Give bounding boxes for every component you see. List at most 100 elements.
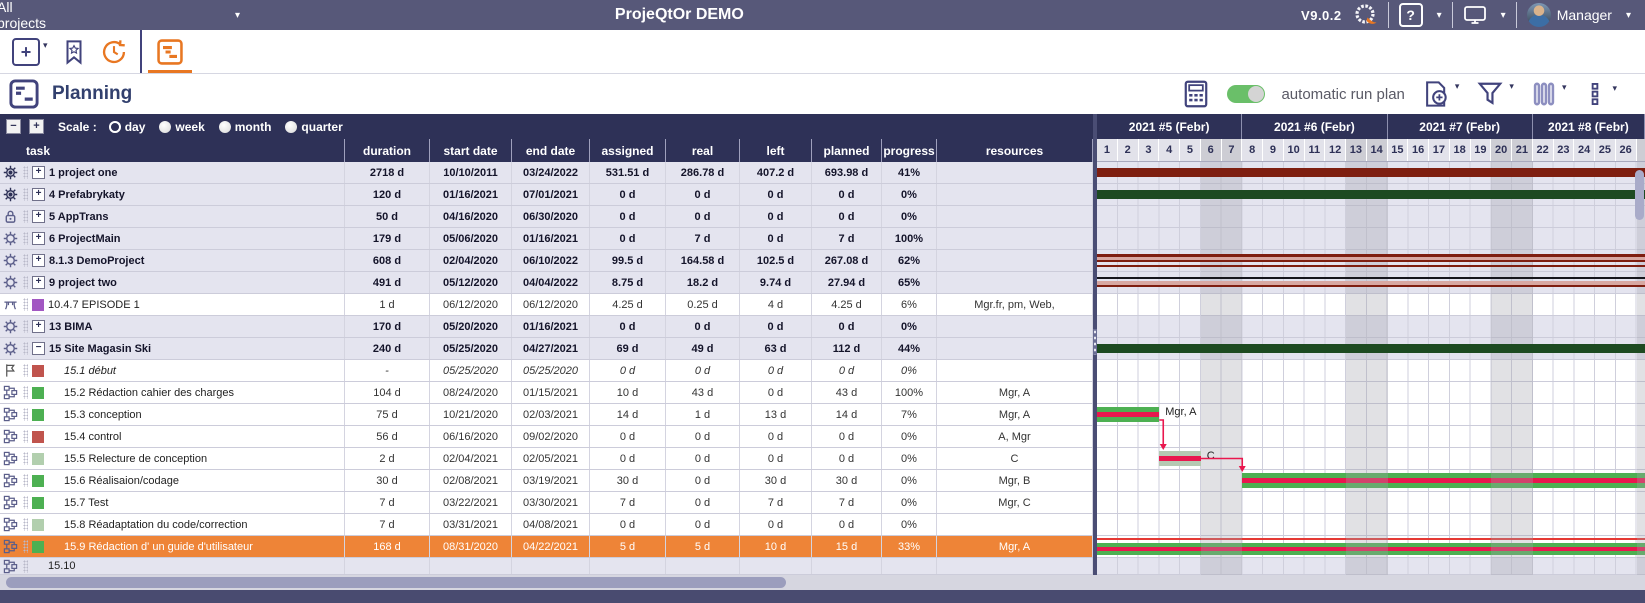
drag-handle-icon[interactable] (23, 298, 28, 311)
real-cell: 0 d (666, 470, 740, 491)
gantt-bar[interactable] (1097, 344, 1645, 353)
zoom-plan-button[interactable]: ▾ (1421, 79, 1459, 109)
drag-handle-icon[interactable] (23, 210, 28, 223)
task-label: 15.8 Réadaptation du code/correction (64, 518, 248, 531)
drag-handle-icon[interactable] (23, 254, 28, 267)
horizontal-scrollbar-thumb[interactable] (6, 577, 786, 588)
expand-button[interactable]: + (32, 254, 45, 267)
drag-handle-icon[interactable] (23, 496, 28, 509)
expand-button[interactable]: + (32, 276, 45, 289)
end-cell: 04/04/2022 (512, 272, 590, 293)
gantt-bar[interactable] (1097, 407, 1160, 422)
drag-handle-icon[interactable] (23, 364, 28, 377)
top-bar: All projects ▾ ProjeQtOr DEMO V9.0.2 ? ▾… (0, 0, 1645, 31)
expand-button[interactable]: + (32, 320, 45, 333)
table-row[interactable]: 15.5 Relecture de conception 2 d 02/04/202… (0, 448, 1093, 470)
drag-handle-icon[interactable] (23, 430, 28, 443)
drag-handle-icon[interactable] (23, 232, 28, 245)
tab-gantt-planning[interactable] (142, 30, 198, 73)
drag-handle-icon[interactable] (23, 452, 28, 465)
assigned-cell: 5 d (590, 536, 666, 557)
new-item-button[interactable]: + ▾ (12, 37, 48, 66)
gantt-bar[interactable] (1097, 190, 1645, 199)
scale-radio-label: quarter (301, 119, 343, 134)
task-cell: −15 Site Magasin Ski (0, 338, 345, 359)
collapse-button[interactable]: − (32, 342, 45, 355)
table-row[interactable]: 15.2 Rédaction cahier des charges 104 d 08… (0, 382, 1093, 404)
drag-handle-icon[interactable] (23, 540, 28, 553)
gantt-day-17: 17 (1429, 139, 1450, 161)
table-row[interactable]: 15.10 (0, 558, 1093, 575)
status-square-purple (32, 298, 44, 311)
gantt-vertical-scrollbar[interactable] (1635, 170, 1644, 220)
table-row[interactable]: +9 project two 491 d 05/12/2020 04/04/2022 8… (0, 272, 1093, 294)
expand-button[interactable]: + (32, 232, 45, 245)
user-menu-button[interactable]: Manager ▾ (1526, 3, 1631, 27)
table-gantt-splitter[interactable] (1093, 114, 1097, 575)
project-selector[interactable]: All projects ▾ (0, 0, 240, 31)
gantt-bar[interactable] (1097, 254, 1645, 268)
drag-handle-icon[interactable] (23, 518, 28, 531)
table-row[interactable]: +4 Prefabrykaty 120 d 01/16/2021 07/01/2021… (0, 184, 1093, 206)
gantt-bar[interactable] (1097, 277, 1645, 289)
gear-icon (2, 319, 18, 335)
drag-handle-icon[interactable] (23, 386, 28, 399)
calculator-button[interactable] (1181, 79, 1211, 109)
task-cell: +9 project two (0, 272, 345, 293)
scale-radio-day[interactable]: day (108, 120, 145, 134)
table-row[interactable]: −15 Site Magasin Ski 240 d 05/25/2020 04/27… (0, 338, 1093, 360)
gantt-bar[interactable] (1097, 538, 1645, 555)
gantt-row (1097, 470, 1645, 492)
drag-handle-icon[interactable] (23, 408, 28, 421)
duration-cell: 7 d (345, 492, 430, 513)
table-body: +1 project one 2718 d 10/10/2011 03/24/2022… (0, 162, 1093, 575)
drag-handle-icon[interactable] (23, 320, 28, 333)
more-options-button[interactable]: ▾ (1582, 81, 1617, 107)
scale-radio-quarter[interactable]: quarter (285, 119, 343, 134)
gantt-bar[interactable] (1242, 473, 1645, 488)
table-row[interactable]: 15.6 Réalisaion/codage 30 d 02/08/2021 03/1… (0, 470, 1093, 492)
auto-run-toggle[interactable] (1227, 85, 1266, 103)
drag-handle-icon[interactable] (23, 166, 28, 179)
collapse-all-button[interactable]: − (6, 119, 21, 134)
end-cell: 04/22/2021 (512, 536, 590, 557)
gantt-bar[interactable] (1159, 451, 1201, 466)
expand-all-button[interactable]: + (29, 119, 44, 134)
columns-button[interactable]: ▾ (1530, 80, 1566, 108)
expand-button[interactable]: + (32, 210, 45, 223)
drag-handle-icon[interactable] (23, 342, 28, 355)
table-row[interactable]: +8.1.3 DemoProject 608 d 02/04/2020 06/10/2… (0, 250, 1093, 272)
real-cell: 0 d (666, 316, 740, 337)
drag-handle-icon[interactable] (23, 474, 28, 487)
resources-cell (937, 514, 1093, 535)
help-button[interactable]: ? ▾ (1398, 3, 1442, 27)
drag-handle-icon[interactable] (23, 276, 28, 289)
table-row[interactable]: +1 project one 2718 d 10/10/2011 03/24/2022… (0, 162, 1093, 184)
history-button[interactable] (100, 38, 128, 66)
bookmark-star-button[interactable] (62, 39, 86, 65)
table-row[interactable]: 15.3 conception 75 d 10/21/2020 02/03/2021 1… (0, 404, 1093, 426)
expand-button[interactable]: + (32, 188, 45, 201)
table-row[interactable]: +6 ProjectMain 179 d 05/06/2020 01/16/2021 0… (0, 228, 1093, 250)
filter-button[interactable]: ▾ (1475, 79, 1514, 109)
gantt-bar[interactable] (1097, 168, 1645, 177)
horizontal-scrollbar[interactable] (0, 575, 1645, 590)
table-row[interactable]: 15.9 Rédaction d' un guide d'utilisateur… (0, 536, 1093, 558)
activity-icon (2, 517, 18, 533)
planning-icon (8, 78, 40, 110)
task-label: 15.10 (48, 560, 76, 572)
scale-radio-month[interactable]: month (218, 120, 271, 134)
drag-handle-icon[interactable] (23, 188, 28, 201)
expand-button[interactable]: + (32, 166, 45, 179)
planning-header-left: Planning (0, 78, 132, 110)
drag-handle-icon[interactable] (23, 559, 28, 573)
display-menu-button[interactable]: ▾ (1463, 5, 1506, 25)
scale-radio-week[interactable]: week (159, 120, 205, 134)
